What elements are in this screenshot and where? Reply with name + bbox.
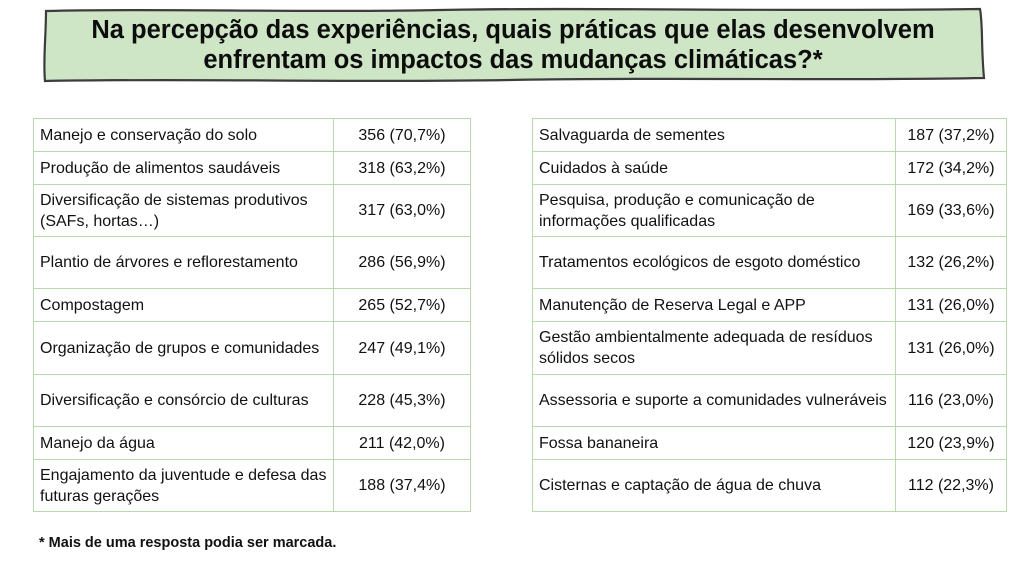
practice-count: 318 (63,2%) <box>333 151 471 185</box>
practice-count: 286 (56,9%) <box>333 236 471 289</box>
practice-count: 172 (34,2%) <box>895 151 1007 185</box>
practice-count: 132 (26,2%) <box>895 236 1007 289</box>
title-banner: Na percepção das experiências, quais prá… <box>40 6 986 84</box>
practice-label: Compostagem <box>33 288 334 322</box>
practice-count: 131 (26,0%) <box>895 288 1007 322</box>
practice-label: Organização de grupos e comunidades <box>33 321 334 375</box>
practice-label: Manejo da água <box>33 426 334 460</box>
table-row: Plantio de árvores e reflorestamento 286 … <box>33 236 471 289</box>
practice-label: Cisternas e captação de água de chuva <box>532 459 896 512</box>
practice-label: Manejo e conservação do solo <box>33 118 334 152</box>
table-row: Diversificação e consórcio de culturas 22… <box>33 374 471 427</box>
practice-label: Plantio de árvores e reflorestamento <box>33 236 334 289</box>
practices-table-right: Salvaguarda de sementes 187 (37,2%) Cuidad… <box>532 118 1007 512</box>
practice-label: Manutenção de Reserva Legal e APP <box>532 288 896 322</box>
practice-count: 228 (45,3%) <box>333 374 471 427</box>
table-row: Gestão ambientalmente adequada de resídu… <box>532 321 1007 375</box>
table-row: Diversificação de sistemas produtivos (S… <box>33 184 471 237</box>
title-line-2: enfrentam os impactos das mudanças climá… <box>203 46 823 74</box>
table-row: Manejo e conservação do solo 356 (70,7%) <box>33 118 471 152</box>
practice-label: Engajamento da juventude e defesa das fu… <box>33 459 334 512</box>
practice-label: Diversificação e consórcio de culturas <box>33 374 334 427</box>
practice-count: 120 (23,9%) <box>895 426 1007 460</box>
table-row: Assessoria e suporte a comunidades vulne… <box>532 374 1007 427</box>
footnote: * Mais de uma resposta podia ser marcada… <box>39 535 337 551</box>
table-row: Manutenção de Reserva Legal e APP 131 (26… <box>532 288 1007 322</box>
table-row: Cisternas e captação de água de chuva 112… <box>532 459 1007 512</box>
practice-label: Cuidados à saúde <box>532 151 896 185</box>
title-line-1: Na percepção das experiências, quais prá… <box>91 16 935 44</box>
practice-label: Salvaguarda de sementes <box>532 118 896 152</box>
table-row: Fossa bananeira 120 (23,9%) <box>532 426 1007 460</box>
practice-label: Gestão ambientalmente adequada de resídu… <box>532 321 896 375</box>
table-row: Produção de alimentos saudáveis 318 (63,2… <box>33 151 471 185</box>
practice-label: Pesquisa, produção e comunicação de info… <box>532 184 896 237</box>
table-row: Engajamento da juventude e defesa das fu… <box>33 459 471 512</box>
table-row: Manejo da água 211 (42,0%) <box>33 426 471 460</box>
table-row: Tratamentos ecológicos de esgoto domésti… <box>532 236 1007 289</box>
table-row: Organização de grupos e comunidades 247 (… <box>33 321 471 375</box>
practice-count: 265 (52,7%) <box>333 288 471 322</box>
banner-shape <box>43 7 986 83</box>
practice-count: 131 (26,0%) <box>895 321 1007 375</box>
practice-count: 187 (37,2%) <box>895 118 1007 152</box>
practice-count: 317 (63,0%) <box>333 184 471 237</box>
practice-count: 211 (42,0%) <box>333 426 471 460</box>
practice-label: Produção de alimentos saudáveis <box>33 151 334 185</box>
practice-label: Tratamentos ecológicos de esgoto domésti… <box>532 236 896 289</box>
practice-label: Diversificação de sistemas produtivos (S… <box>33 184 334 237</box>
practice-count: 188 (37,4%) <box>333 459 471 512</box>
page-title: Na percepção das experiências, quais prá… <box>40 15 986 75</box>
table-row: Cuidados à saúde 172 (34,2%) <box>532 151 1007 185</box>
practice-count: 356 (70,7%) <box>333 118 471 152</box>
table-row: Salvaguarda de sementes 187 (37,2%) <box>532 118 1007 152</box>
practice-count: 116 (23,0%) <box>895 374 1007 427</box>
practice-count: 112 (22,3%) <box>895 459 1007 512</box>
practice-label: Assessoria e suporte a comunidades vulne… <box>532 374 896 427</box>
practice-count: 169 (33,6%) <box>895 184 1007 237</box>
table-row: Compostagem 265 (52,7%) <box>33 288 471 322</box>
practice-count: 247 (49,1%) <box>333 321 471 375</box>
practices-table-left: Manejo e conservação do solo 356 (70,7%) P… <box>33 118 471 512</box>
practice-label: Fossa bananeira <box>532 426 896 460</box>
table-row: Pesquisa, produção e comunicação de info… <box>532 184 1007 237</box>
